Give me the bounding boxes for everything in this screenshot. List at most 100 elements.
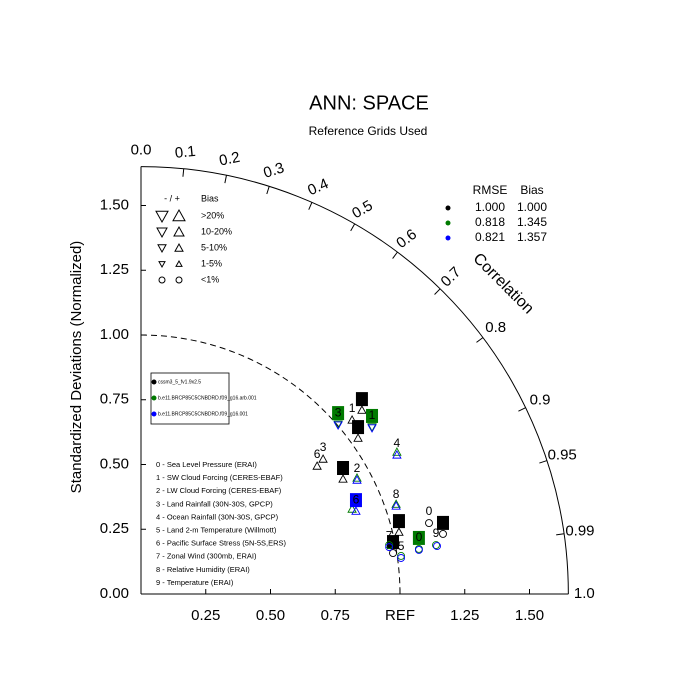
x-tick-label: REF	[385, 607, 415, 624]
y-axis-label: Standardized Deviations (Normalized)	[68, 241, 85, 494]
rmse-value: 0.818	[475, 215, 505, 229]
bias-legend-symbol	[158, 276, 166, 284]
y-tick-label: 1.25	[100, 261, 129, 278]
stats-dot	[445, 235, 451, 241]
bias-legend-label: <1%	[201, 274, 219, 284]
point-marker	[347, 504, 357, 513]
point-marker	[391, 501, 401, 510]
variable-label: 2 - LW Cloud Forcing (CERES-EBAF)	[156, 486, 282, 495]
point-marker	[385, 541, 394, 549]
y-tick-label: 0.00	[100, 585, 129, 602]
bias-legend-label: 10-20%	[201, 226, 232, 236]
point-marker	[312, 461, 322, 470]
stats-dot	[445, 220, 451, 226]
correlation-tick-label: 0.99	[565, 522, 594, 539]
x-tick-label: 0.75	[321, 607, 350, 624]
y-tick-label: 0.75	[100, 391, 129, 408]
bias-value: 1.357	[517, 230, 547, 244]
correlation-tick	[392, 251, 398, 259]
variable-label: 0 - Sea Level Pressure (ERAI)	[156, 460, 257, 469]
bias-value: 1.000	[517, 200, 547, 214]
point-label-box	[332, 406, 345, 421]
variable-label: 1 - SW Cloud Forcing (CERES-EBAF)	[156, 473, 283, 482]
correlation-tick-label: 0.2	[218, 149, 242, 170]
outer-arc	[140, 166, 569, 595]
correlation-tick-label: 0.95	[548, 447, 577, 464]
correlation-tick-label: 0.6	[393, 226, 420, 252]
point-marker	[385, 543, 394, 552]
y-tick-label: 0.25	[100, 520, 129, 537]
correlation-tick-label: 0.9	[530, 392, 551, 409]
point-label-box	[387, 535, 400, 550]
variable-label: 6 - Pacific Surface Stress (5N-5S,ERS)	[156, 539, 287, 548]
point-label: 5	[390, 534, 397, 548]
rmse-value: 1.000	[475, 200, 505, 214]
bias-legend-symbol	[155, 210, 169, 224]
y-tick-label: 1.50	[100, 196, 129, 213]
point-marker	[352, 473, 362, 482]
stats-header: Bias	[520, 183, 543, 197]
bias-legend-label: 1-5%	[201, 258, 222, 268]
point-marker	[351, 506, 361, 515]
point-marker	[333, 420, 343, 430]
chart-title: ANN: SPACE	[309, 92, 429, 114]
case-legend-label: b.e11.BRCP85C5CNBDRD.f09_g16.001	[158, 411, 248, 417]
point-marker	[397, 554, 405, 562]
point-marker	[414, 546, 423, 554]
bias-legend-symbol	[158, 261, 166, 269]
variable-label: 9 - Temperature (ERAI)	[156, 578, 234, 587]
point-marker	[353, 433, 363, 442]
point-label: 1	[349, 401, 356, 415]
point-label: 6	[353, 492, 360, 506]
x-tick-label: 1.25	[450, 607, 479, 624]
bias-legend-header: Bias	[201, 193, 219, 203]
point-label: 7	[396, 513, 403, 527]
variable-label: 8 - Relative Humidity (ERAI)	[156, 565, 250, 574]
point-label: 1	[369, 408, 376, 422]
point-marker	[318, 454, 328, 463]
point-label-box	[349, 493, 362, 508]
bias-legend-symbol	[173, 225, 185, 237]
point-marker	[425, 519, 433, 527]
correlation-tick-label: 0.1	[174, 143, 196, 162]
y-tick-label: 1.00	[100, 326, 129, 343]
case-legend-dot	[151, 379, 157, 385]
rmse-value: 0.821	[475, 230, 505, 244]
case-legend-dot	[151, 411, 157, 417]
case-legend-box	[150, 372, 230, 425]
point-marker	[391, 499, 401, 508]
point-label-box	[352, 420, 365, 435]
point-label: 4	[394, 436, 401, 450]
correlation-tick-label: 0.8	[485, 319, 506, 336]
point-label: 6	[314, 447, 321, 461]
correlation-tick	[224, 175, 227, 184]
point-marker	[433, 542, 441, 551]
correlation-tick	[476, 337, 484, 343]
x-tick-label: 0.25	[191, 607, 220, 624]
bias-legend-sign: - / +	[164, 193, 180, 203]
variable-label: 5 - Land 2-m Temperature (Willmott)	[156, 525, 277, 534]
correlation-label: Correlation	[470, 250, 537, 317]
correlation-tick	[556, 533, 565, 536]
point-label-box	[337, 461, 350, 476]
point-label: 3	[320, 440, 327, 454]
point-label: 5	[398, 539, 405, 553]
bias-value: 1.345	[517, 215, 547, 229]
point-label: 8	[340, 460, 347, 474]
point-label-box	[355, 392, 368, 407]
point-label: 3	[335, 405, 342, 419]
point-marker	[392, 447, 402, 456]
case-legend-dot	[151, 395, 157, 401]
bias-legend-label: 5-10%	[201, 242, 227, 252]
point-marker	[432, 541, 440, 549]
y-tick-label: 0.50	[100, 455, 129, 472]
point-label: 2	[355, 419, 362, 433]
bias-legend-symbol	[175, 259, 183, 267]
correlation-tick	[434, 288, 441, 295]
point-label: 9	[433, 526, 440, 540]
bias-legend-symbol	[175, 276, 183, 284]
correlation-tick	[308, 202, 313, 210]
case-legend-label: cssm3_5_fv1.9x2.5	[158, 379, 201, 385]
correlation-tick-label: 0.3	[261, 159, 286, 181]
